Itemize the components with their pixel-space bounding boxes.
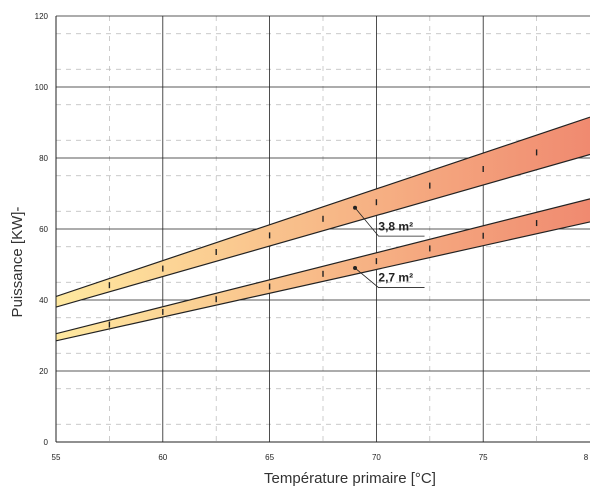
band-label-0: 3,8 m²	[378, 219, 413, 233]
label-leader-line	[354, 267, 425, 288]
band-upper-line-0	[56, 116, 590, 298]
x-tick-label: 70	[372, 453, 381, 462]
x-tick-label: 60	[158, 453, 167, 462]
x-tick-label: 55	[52, 453, 61, 462]
y-tick-label: 120	[35, 12, 49, 21]
x-tick-label: 8	[584, 453, 589, 462]
label-leader-line	[354, 207, 425, 237]
y-tick-label: 100	[35, 83, 49, 92]
y-tick-label: 60	[39, 225, 48, 234]
band-area-1	[56, 198, 590, 341]
band-upper-line-1	[56, 198, 590, 335]
band-lower-line-1	[56, 221, 590, 342]
band-tick-marks	[108, 149, 538, 328]
grid	[56, 15, 590, 442]
y-tick-label: 20	[39, 367, 48, 376]
bands	[56, 116, 590, 342]
band-area-0	[56, 117, 590, 308]
band-label-1: 2,7 m²	[378, 271, 413, 285]
y-tick-label: 80	[39, 154, 48, 163]
band-labels: 3,8 m² 2,7 m²	[353, 205, 425, 288]
band-lower-line-0	[56, 153, 590, 308]
y-axis-title: Puissance [KW]-	[9, 207, 26, 318]
x-axis-title: Température primaire [°C]	[264, 470, 436, 487]
x-tick-label: 75	[479, 453, 488, 462]
y-tick-label: 0	[44, 438, 49, 447]
y-tick-label: 40	[39, 296, 48, 305]
x-tick-label: 65	[265, 453, 274, 462]
